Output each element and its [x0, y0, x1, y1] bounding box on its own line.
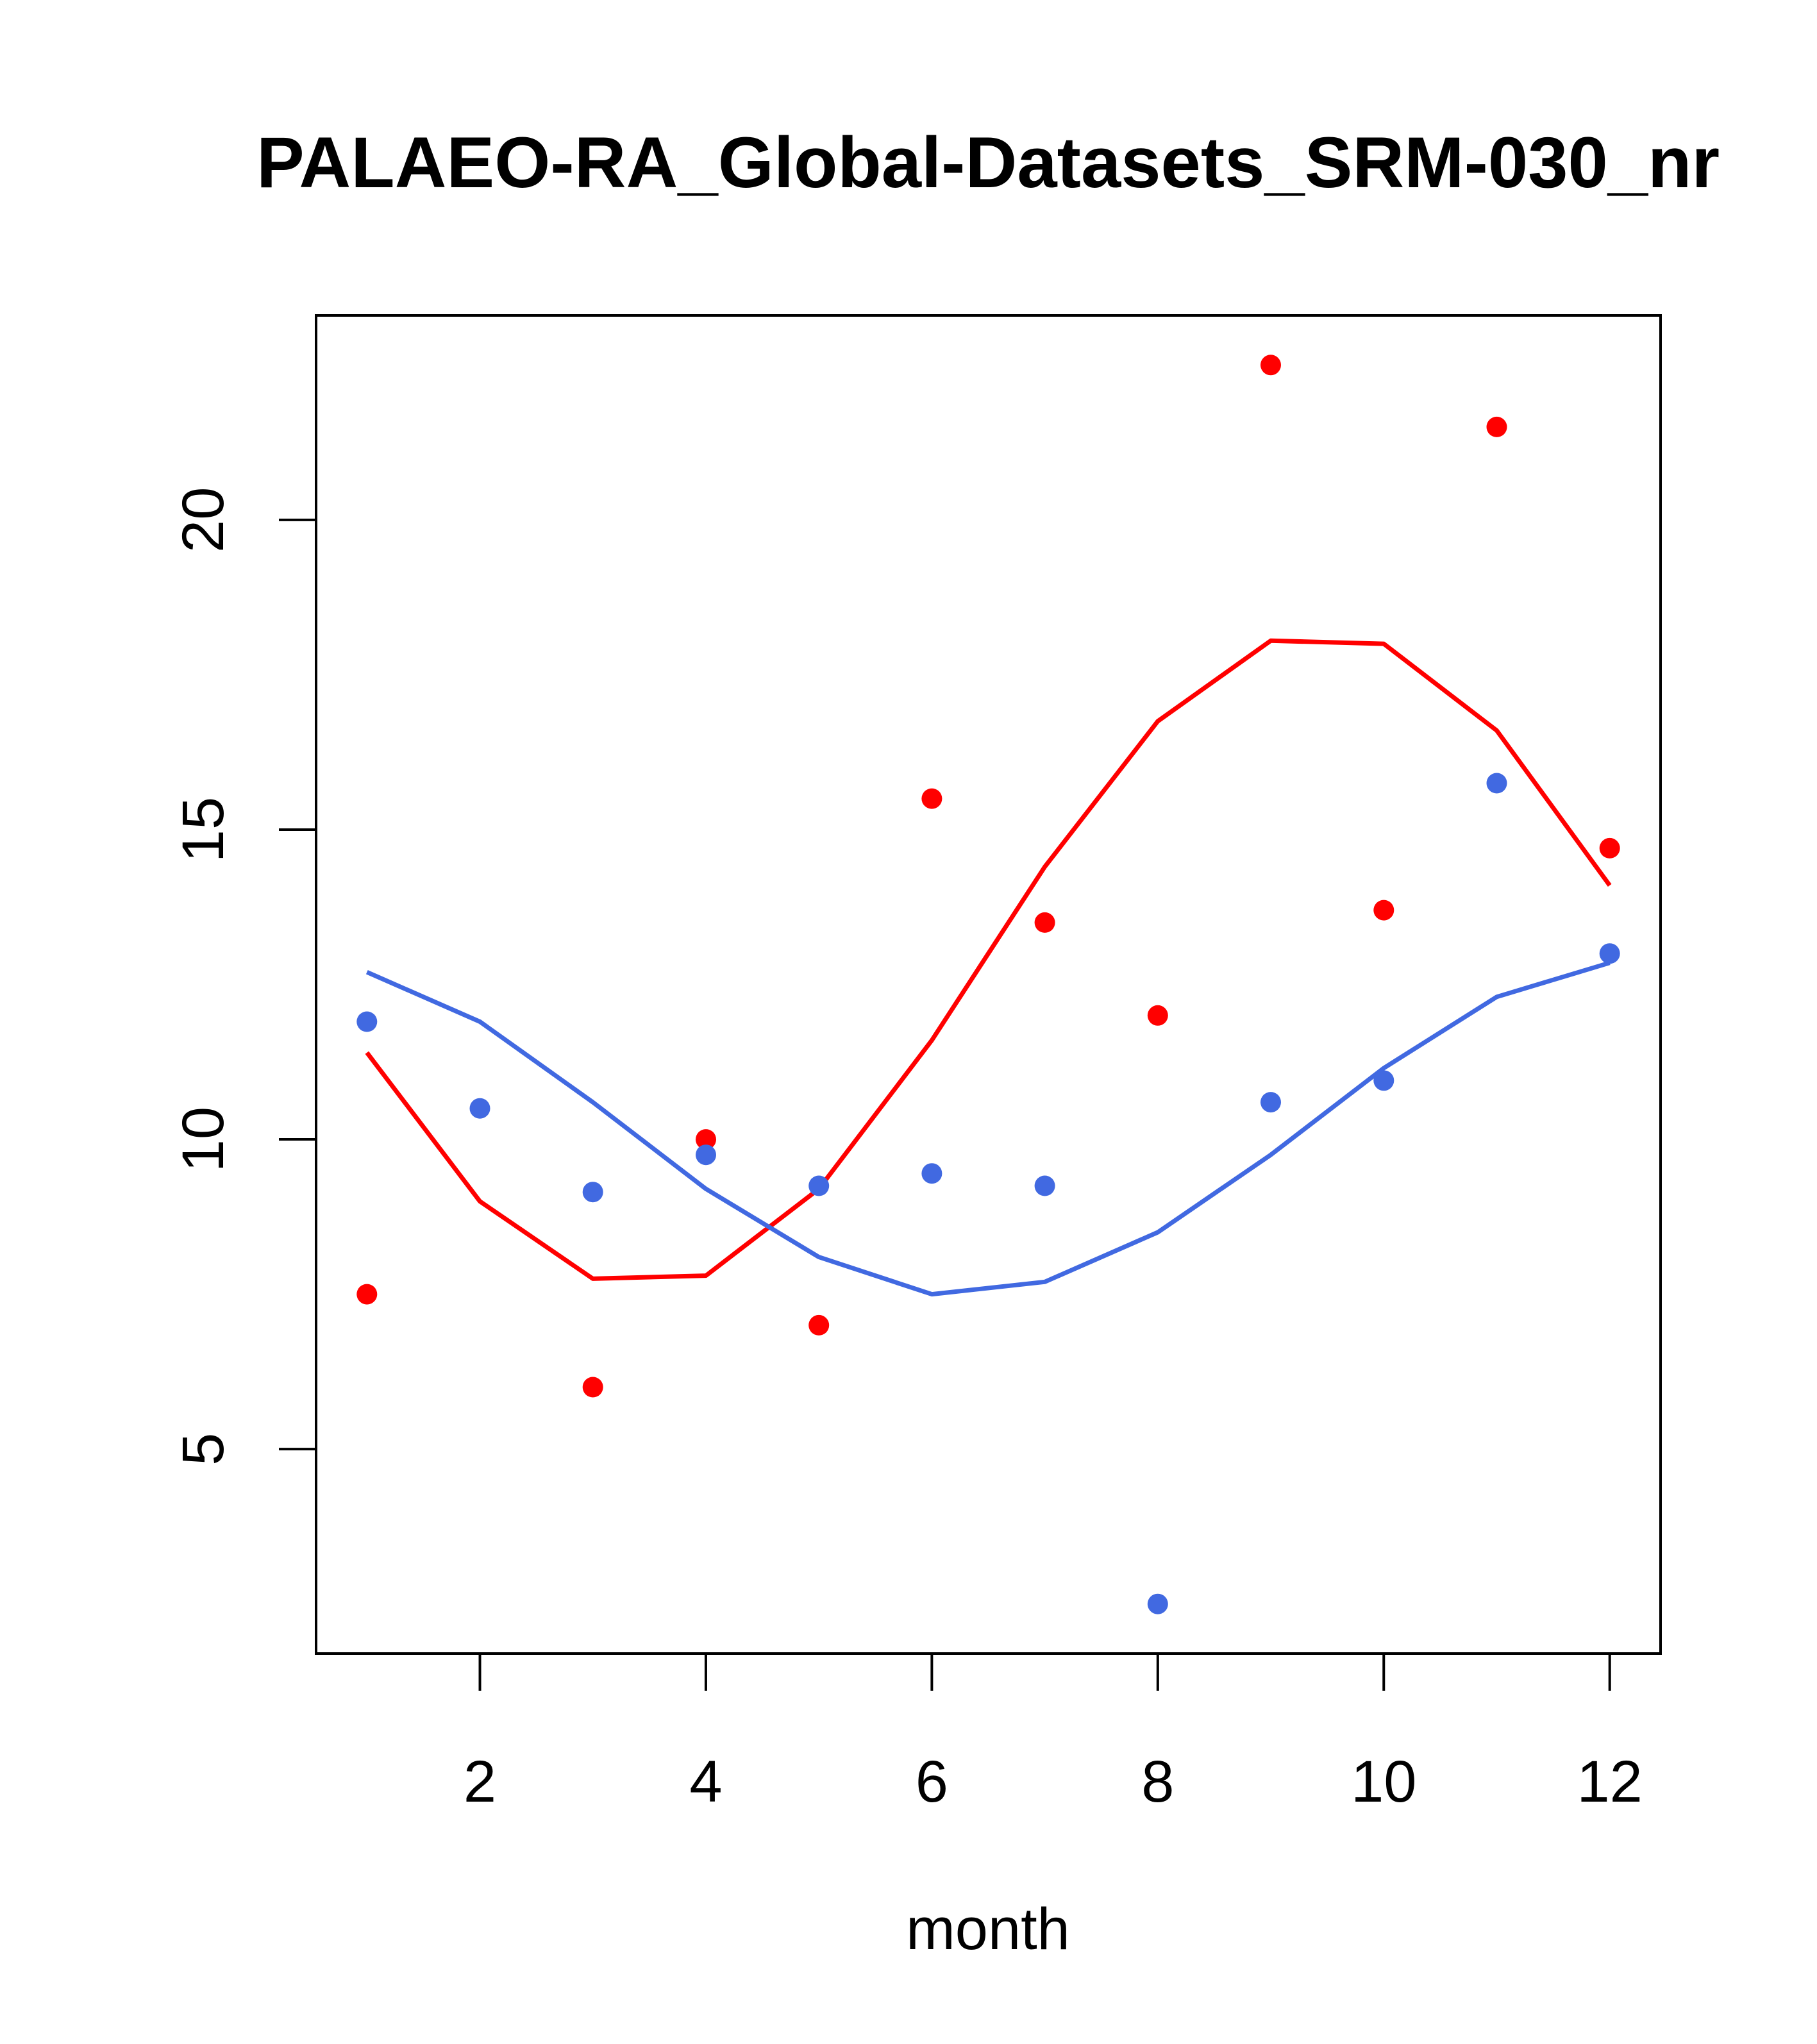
x-tick-label: 6	[916, 1749, 948, 1814]
data-point	[1599, 943, 1620, 964]
data-point	[921, 1163, 942, 1184]
series-line-3	[365, 960, 1611, 1297]
x-tick-label: 2	[464, 1749, 496, 1814]
x-tick-label: 8	[1141, 1749, 1174, 1814]
data-point	[1486, 416, 1507, 437]
chart-title: PALAEO-RA_Global-Datasets_SRM-030_nr	[256, 122, 1720, 203]
data-point	[1260, 1092, 1281, 1113]
data-point	[1599, 837, 1620, 859]
data-point	[1373, 1070, 1394, 1091]
data-point	[808, 1314, 830, 1336]
data-point	[356, 1011, 378, 1032]
x-tick-label: 4	[689, 1749, 722, 1814]
data-point	[1147, 1005, 1168, 1026]
data-point	[1373, 900, 1394, 921]
x-axis-label: month	[906, 1897, 1070, 1962]
y-tick-label: 20	[171, 487, 236, 553]
data-point	[1486, 773, 1507, 794]
data-point	[356, 1284, 378, 1305]
data-point	[582, 1182, 603, 1203]
data-point	[469, 1098, 490, 1119]
y-tick-label: 15	[171, 797, 236, 862]
y-tick-label: 5	[171, 1433, 236, 1466]
x-axis: 2 4 6 8 10 12	[464, 1652, 1643, 1814]
series-lines	[365, 638, 1612, 1297]
data-point	[696, 1144, 716, 1166]
data-point	[1260, 355, 1281, 376]
y-tick-label: 10	[171, 1107, 236, 1172]
data-point	[921, 788, 942, 809]
data-point	[1034, 1175, 1055, 1196]
x-tick-label: 12	[1577, 1749, 1643, 1814]
data-point	[1147, 1593, 1168, 1614]
x-tick-label: 10	[1351, 1749, 1416, 1814]
data-point	[808, 1175, 830, 1196]
data-point	[1034, 912, 1055, 933]
series-line-2	[365, 638, 1612, 1281]
series-points	[356, 355, 1620, 1614]
y-axis: 5 10 15 20	[171, 487, 317, 1466]
data-point	[582, 1377, 603, 1398]
data-point	[696, 1129, 716, 1150]
